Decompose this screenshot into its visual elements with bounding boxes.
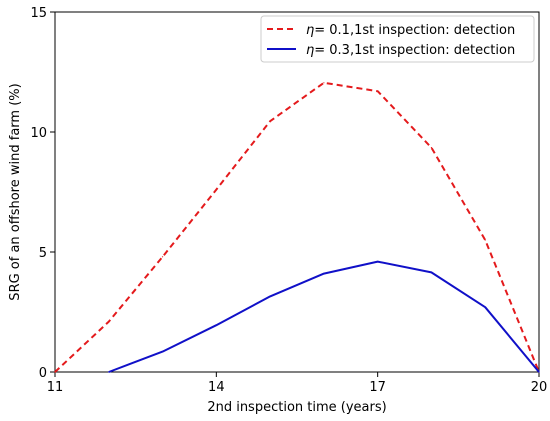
series-2-point [323, 273, 325, 275]
series-2-point [377, 261, 379, 263]
series-1-point [323, 82, 325, 84]
series-line-1 [54, 81, 540, 373]
series-1-point [377, 90, 379, 92]
y-tick-label: 0 [39, 366, 47, 381]
series-2-point [215, 324, 217, 326]
x-tick-label: 20 [531, 380, 548, 395]
series-1-point [54, 371, 56, 373]
series-1-point [161, 256, 164, 258]
series-2-point [269, 295, 271, 297]
series-1-point [215, 189, 217, 191]
legend-label-series-1: η= 0.1,1st inspection: detection [306, 23, 515, 38]
x-tick-label: 14 [208, 380, 225, 395]
series-1-point [484, 239, 486, 241]
x-axis-title: 2nd inspection time (years) [207, 400, 386, 415]
legend-box [260, 15, 535, 63]
series-2-point [484, 306, 486, 308]
series-layer [54, 81, 540, 373]
x-tick-label: 17 [369, 380, 386, 395]
legend-label-series-2: η= 0.3,1st inspection: detection [306, 43, 515, 58]
y-tick-label: 15 [30, 6, 47, 21]
series-1-point [108, 321, 110, 323]
y-axis-ticks: 0 5 10 15 [30, 6, 55, 381]
y-tick-label: 10 [30, 126, 47, 141]
series-1-point [430, 147, 433, 149]
y-axis-title: SRG of an offshore wind farm (%) [8, 83, 23, 300]
y-tick-label: 5 [39, 246, 47, 261]
series-2-point [108, 371, 110, 373]
legend: η= 0.1,1st inspection: detection η= 0.3,… [260, 15, 535, 63]
plot-area [54, 11, 540, 373]
series-2-point [538, 371, 540, 373]
series-2-point [430, 271, 433, 273]
x-axis-ticks: 11 14 17 20 [47, 372, 548, 395]
series-1-point [269, 120, 271, 122]
x-tick-label: 11 [47, 380, 64, 395]
series-2-point [161, 351, 164, 353]
